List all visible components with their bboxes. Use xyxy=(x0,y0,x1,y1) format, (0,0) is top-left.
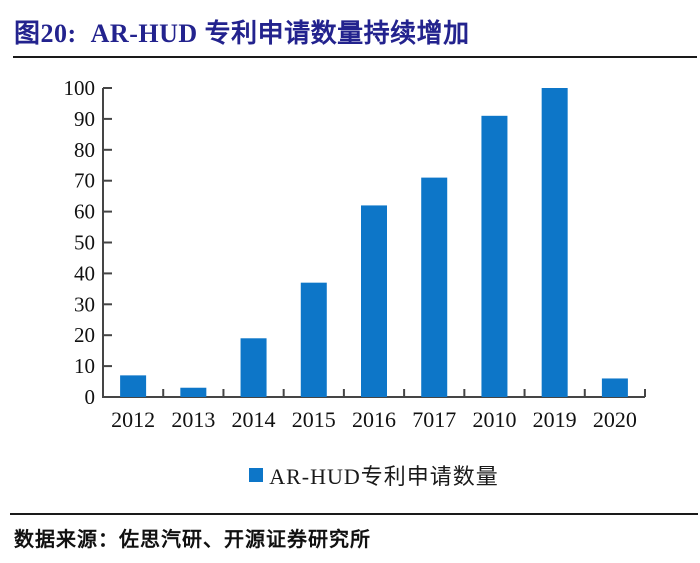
data-source: 数据来源：佐思汽研、开源证券研究所 xyxy=(14,529,371,551)
y-tick-label: 70 xyxy=(74,169,95,193)
y-tick-label: 100 xyxy=(64,76,96,100)
x-tick-label: 2010 xyxy=(472,407,516,432)
y-tick-label: 10 xyxy=(74,354,95,378)
bottom-rule xyxy=(10,513,698,515)
y-tick-label: 20 xyxy=(74,323,95,347)
y-tick-label: 90 xyxy=(74,107,95,131)
y-tick-label: 80 xyxy=(74,138,95,162)
legend: AR-HUD专利申请数量 xyxy=(48,459,700,491)
bar xyxy=(541,88,568,397)
y-tick-label: 30 xyxy=(74,292,95,316)
bar xyxy=(120,375,147,397)
x-tick-label: 2013 xyxy=(171,407,215,432)
bar xyxy=(300,282,327,397)
x-tick-label: 7017 xyxy=(412,407,456,432)
legend-label: AR-HUD专利申请数量 xyxy=(269,464,499,489)
bar xyxy=(240,338,267,397)
x-tick-label: 2015 xyxy=(292,407,336,432)
bar xyxy=(421,177,448,397)
figure-title: 图20: AR-HUD 专利申请数量持续增加 xyxy=(14,19,470,48)
bar-chart-svg: 0 10 20 30 40 50 60 70 80 90 100 2012 2013 2014 2015 20… xyxy=(64,76,646,432)
x-tick-label: 2012 xyxy=(111,407,155,432)
y-tick-label: 40 xyxy=(74,261,95,285)
bar xyxy=(180,387,207,397)
bar xyxy=(601,378,628,397)
y-tick-label: 60 xyxy=(74,200,95,224)
bar xyxy=(361,205,387,397)
bar xyxy=(481,115,508,397)
x-tick-label: 2020 xyxy=(593,407,637,432)
x-tick-label: 2014 xyxy=(232,407,276,432)
y-tick-label: 50 xyxy=(74,231,95,255)
x-tick-label: 2019 xyxy=(533,407,577,432)
title-rule xyxy=(13,56,697,58)
legend-swatch-icon xyxy=(249,468,264,482)
x-tick-label: 2016 xyxy=(352,407,396,432)
y-tick-label: 0 xyxy=(85,385,96,409)
bar-chart: 0 10 20 30 40 50 60 70 80 90 100 2012 2013 2014 2015 20… xyxy=(0,70,700,450)
